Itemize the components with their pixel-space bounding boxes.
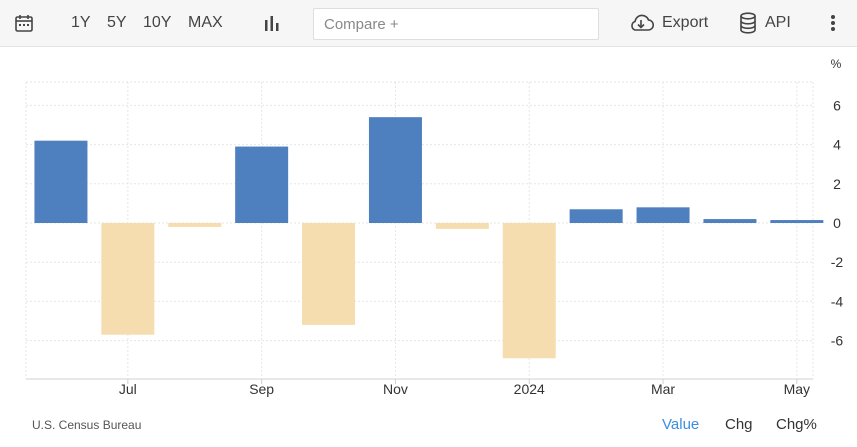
range-max-button[interactable]: MAX bbox=[188, 14, 223, 31]
tab-value[interactable]: Value bbox=[662, 416, 700, 433]
export-button[interactable]: Export bbox=[628, 0, 708, 46]
y-tick-label: -6 bbox=[831, 333, 844, 349]
tab-chg[interactable]: Chg bbox=[725, 416, 753, 433]
y-tick-label: 0 bbox=[833, 215, 841, 231]
bar[interactable] bbox=[502, 223, 556, 359]
bar[interactable] bbox=[168, 223, 222, 227]
calendar-icon[interactable] bbox=[14, 0, 34, 46]
bar[interactable] bbox=[569, 209, 623, 223]
api-label: API bbox=[765, 14, 791, 31]
y-tick-label: -2 bbox=[831, 254, 844, 270]
bar[interactable] bbox=[101, 223, 155, 335]
x-tick-label: Sep bbox=[249, 381, 274, 397]
bar[interactable] bbox=[368, 117, 422, 223]
x-tick-label: Jul bbox=[119, 381, 137, 397]
bar[interactable] bbox=[235, 146, 289, 223]
cloud-download-icon bbox=[628, 13, 654, 33]
y-tick-label: 4 bbox=[833, 137, 841, 153]
y-unit-label: % bbox=[831, 57, 842, 71]
x-tick-label: Nov bbox=[383, 381, 408, 397]
y-tick-label: 6 bbox=[833, 97, 841, 113]
x-tick-label: 2024 bbox=[514, 381, 545, 397]
range-5y-button[interactable]: 5Y bbox=[107, 14, 127, 31]
chart-toolbar: 1Y 5Y 10Y MAX Export API bbox=[0, 0, 857, 47]
chart-type-icon[interactable] bbox=[263, 0, 281, 46]
y-tick-label: 2 bbox=[833, 176, 841, 192]
database-icon bbox=[739, 12, 757, 34]
compare-input[interactable] bbox=[313, 8, 599, 40]
bar[interactable] bbox=[435, 223, 489, 229]
api-button[interactable]: API bbox=[739, 0, 791, 46]
chart-footer: U.S. Census Bureau Value Chg Chg% bbox=[0, 410, 857, 440]
range-10y-button[interactable]: 10Y bbox=[143, 14, 172, 31]
more-options-icon[interactable] bbox=[829, 0, 837, 46]
x-tick-label: May bbox=[784, 381, 810, 397]
chart-area: 6 4 2 0 -2 -4 -6% Jul Sep Nov 2024 Mar May bbox=[0, 46, 857, 406]
bar[interactable] bbox=[302, 223, 356, 325]
bar[interactable] bbox=[636, 207, 690, 223]
bar-chart: 6 4 2 0 -2 -4 -6% Jul Sep Nov 2024 Mar May bbox=[25, 57, 844, 397]
x-tick-label: Mar bbox=[651, 381, 675, 397]
tab-chg-percent[interactable]: Chg% bbox=[776, 416, 817, 433]
bar[interactable] bbox=[770, 220, 824, 223]
export-label: Export bbox=[662, 14, 709, 31]
range-1y-button[interactable]: 1Y bbox=[71, 14, 91, 31]
source-label: U.S. Census Bureau bbox=[32, 418, 142, 432]
bar[interactable] bbox=[34, 140, 88, 223]
y-tick-label: -4 bbox=[831, 293, 844, 309]
bar[interactable] bbox=[703, 219, 757, 223]
